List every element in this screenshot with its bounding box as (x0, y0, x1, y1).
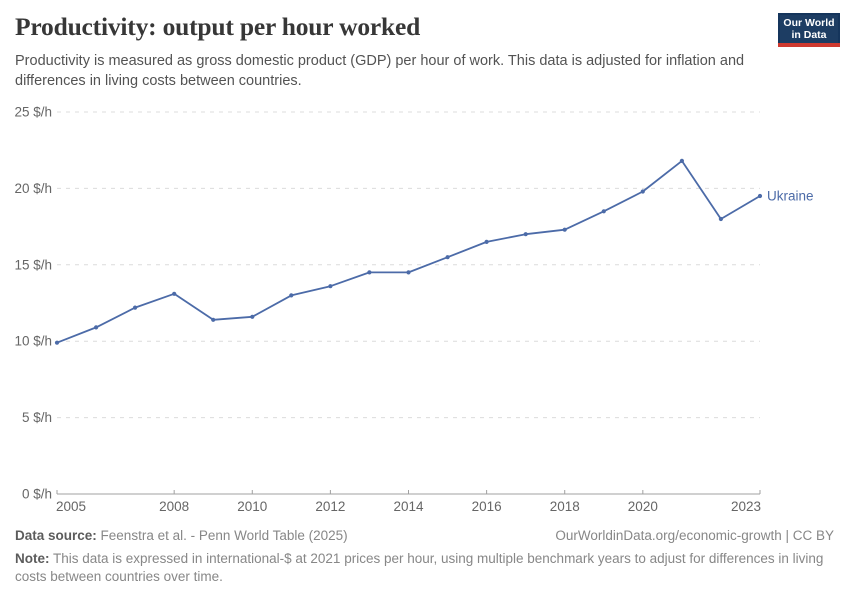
series-end-label[interactable]: Ukraine (767, 189, 814, 204)
page-title: Productivity: output per hour worked (15, 12, 421, 41)
x-tick-label: 2016 (472, 499, 502, 514)
data-point-marker (523, 232, 528, 237)
attribution-link[interactable]: OurWorldinData.org/economic-growth | CC … (555, 528, 834, 543)
data-point-marker (406, 270, 411, 275)
data-point-marker (562, 227, 567, 232)
chart-footer: Data source: Feenstra et al. - Penn Worl… (15, 527, 834, 585)
data-point-marker (679, 158, 685, 163)
data-point-marker (133, 305, 138, 310)
data-point-marker (328, 284, 333, 289)
data-point-marker (640, 189, 645, 194)
owid-logo-stripe (778, 43, 840, 47)
x-tick-label: 2008 (159, 499, 189, 514)
data-point-marker (445, 255, 450, 260)
owid-logo-text: Our World in Data (778, 13, 840, 43)
note-text: This data is expressed in international-… (15, 550, 824, 584)
y-tick-label: 20 $/h (14, 181, 52, 196)
owid-logo-line2: in Data (791, 29, 827, 41)
y-tick-label: 15 $/h (14, 257, 52, 272)
data-point-marker (211, 317, 216, 322)
data-source-line: Data source: Feenstra et al. - Penn Worl… (15, 527, 348, 545)
data-point-marker (172, 291, 177, 296)
data-source-label: Data source: (15, 528, 97, 543)
y-tick-label: 0 $/h (22, 487, 52, 502)
chart-header: Productivity: output per hour worked Pro… (15, 12, 755, 91)
x-axis: 2005 2008 2010 2012 2014 2016 2018 2020 2023 (56, 490, 761, 514)
x-tick-label: 2005 (56, 499, 86, 514)
data-point-marker (601, 209, 606, 214)
series-ukraine: Ukraine (54, 158, 814, 345)
data-point-marker (718, 216, 724, 222)
data-point-marker (484, 239, 489, 244)
note-line: Note: This data is expressed in internat… (15, 550, 834, 586)
data-point-marker (94, 325, 99, 330)
page-subtitle: Productivity is measured as gross domest… (15, 53, 745, 89)
x-tick-label: 2023 (731, 499, 761, 514)
note-label: Note: (15, 550, 50, 566)
data-point-marker (757, 193, 763, 199)
x-tick-label: 2020 (628, 499, 658, 514)
x-tick-label: 2018 (550, 499, 580, 514)
y-tick-label: 25 $/h (14, 105, 52, 120)
data-point-marker (289, 293, 294, 298)
data-source-text: Feenstra et al. - Penn World Table (2025… (100, 528, 348, 543)
data-point-marker (250, 314, 255, 319)
x-tick-label: 2012 (315, 499, 345, 514)
x-tick-label: 2010 (237, 499, 267, 514)
data-point-marker (367, 270, 372, 275)
owid-logo[interactable]: Our World in Data (778, 13, 840, 47)
y-tick-label: 10 $/h (14, 334, 52, 349)
owid-logo-line1: Our World (783, 17, 835, 29)
data-point-marker (54, 340, 60, 345)
y-axis: 0 $/h 5 $/h 10 $/h 15 $/h 20 $/h 25 $/h (14, 105, 760, 502)
x-tick-label: 2014 (393, 499, 424, 514)
y-tick-label: 5 $/h (22, 410, 52, 425)
